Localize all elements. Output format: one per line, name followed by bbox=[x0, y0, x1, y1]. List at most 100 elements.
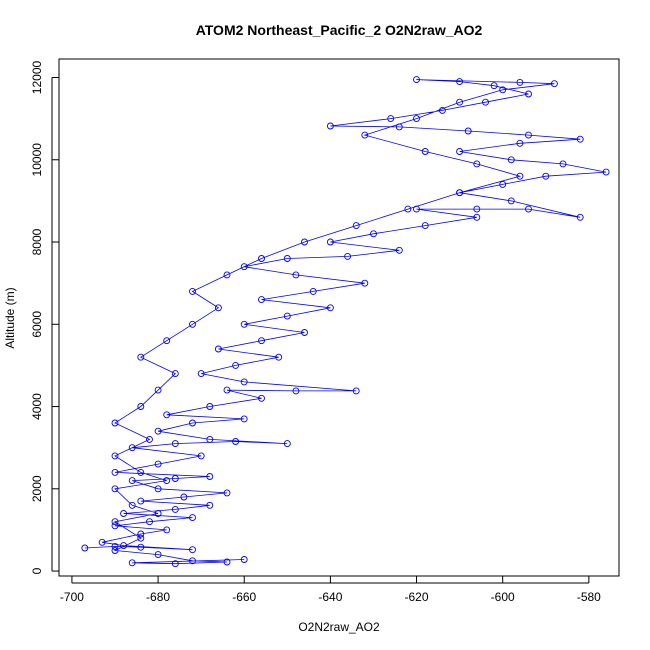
data-point bbox=[171, 440, 179, 448]
data-point bbox=[301, 329, 308, 336]
data-point bbox=[499, 86, 507, 94]
data-point bbox=[456, 148, 464, 155]
data-point bbox=[413, 205, 420, 213]
data-point bbox=[154, 485, 162, 493]
data-point bbox=[154, 460, 162, 468]
data-point bbox=[542, 172, 550, 180]
data-point bbox=[171, 505, 179, 513]
data-point bbox=[128, 477, 136, 485]
data-point bbox=[309, 287, 317, 295]
x-tick-label: -700 bbox=[60, 590, 84, 604]
data-point bbox=[456, 98, 464, 106]
data-point bbox=[525, 90, 532, 98]
data-point bbox=[473, 160, 481, 168]
y-tick-label: 2000 bbox=[30, 475, 44, 502]
series-line bbox=[84, 79, 607, 565]
y-tick-label: 0 bbox=[30, 567, 44, 574]
data-point bbox=[206, 473, 214, 480]
data-point bbox=[146, 518, 153, 526]
y-tick-label: 10000 bbox=[30, 143, 44, 177]
data-point bbox=[111, 485, 119, 493]
data-point bbox=[516, 139, 524, 147]
y-tick-label: 12000 bbox=[30, 61, 44, 95]
data-point bbox=[473, 213, 481, 221]
data-point bbox=[111, 452, 119, 460]
data-point bbox=[283, 440, 291, 448]
data-point bbox=[404, 205, 412, 213]
data-point bbox=[120, 542, 128, 550]
data-point bbox=[189, 557, 196, 565]
data-point bbox=[111, 522, 119, 530]
y-tick-label: 4000 bbox=[30, 393, 44, 420]
x-tick-label: -640 bbox=[318, 590, 342, 604]
data-point bbox=[111, 542, 119, 550]
data-point bbox=[258, 296, 265, 304]
data-point bbox=[602, 168, 610, 176]
data-point bbox=[163, 477, 171, 485]
plot-frame bbox=[58, 58, 620, 577]
y-tick-label: 8000 bbox=[30, 228, 44, 255]
data-point bbox=[456, 189, 464, 197]
data-point bbox=[111, 468, 119, 476]
data-point bbox=[154, 551, 162, 559]
data-point bbox=[326, 122, 334, 130]
data-point bbox=[206, 501, 214, 509]
data-point bbox=[525, 205, 532, 213]
data-point bbox=[137, 497, 145, 505]
data-point bbox=[344, 252, 352, 260]
data-point bbox=[258, 255, 265, 262]
data-point bbox=[214, 304, 222, 312]
data-point bbox=[223, 386, 231, 394]
x-tick-label: -600 bbox=[491, 590, 515, 604]
x-tick-label: -680 bbox=[146, 590, 170, 604]
data-point bbox=[137, 530, 145, 538]
data-point bbox=[111, 547, 119, 554]
data-point bbox=[301, 238, 308, 246]
data-point bbox=[387, 115, 395, 123]
data-point bbox=[128, 501, 136, 509]
data-point bbox=[137, 543, 145, 551]
x-tick-label: -620 bbox=[405, 590, 429, 604]
data-point bbox=[361, 131, 369, 139]
data-point bbox=[413, 76, 420, 84]
data-point bbox=[326, 304, 334, 312]
data-point bbox=[137, 353, 145, 361]
data-point bbox=[154, 510, 162, 517]
data-point bbox=[352, 222, 360, 230]
data-point bbox=[292, 387, 300, 395]
data-point bbox=[283, 312, 291, 320]
data-point bbox=[516, 78, 524, 86]
data-point bbox=[559, 160, 567, 168]
data-point bbox=[507, 156, 515, 164]
chart-title: ATOM2 Northeast_Pacific_2 O2N2raw_AO2 bbox=[196, 22, 483, 38]
data-point bbox=[189, 287, 196, 295]
x-tick-label: -580 bbox=[577, 590, 601, 604]
data-point bbox=[550, 80, 558, 88]
data-point bbox=[163, 337, 171, 345]
data-point bbox=[223, 489, 231, 497]
data-point bbox=[413, 115, 420, 123]
data-point bbox=[81, 544, 89, 552]
data-point bbox=[464, 127, 472, 135]
data-point bbox=[189, 514, 196, 522]
data-point bbox=[576, 213, 584, 221]
data-point bbox=[473, 205, 481, 213]
data-point bbox=[154, 386, 162, 394]
data-point bbox=[98, 538, 106, 546]
data-point bbox=[258, 394, 265, 402]
data-point bbox=[438, 106, 446, 114]
data-point bbox=[240, 378, 248, 386]
data-point bbox=[120, 510, 128, 517]
data-point bbox=[206, 403, 214, 410]
data-point bbox=[525, 131, 532, 139]
data-point bbox=[189, 419, 196, 427]
data-point bbox=[507, 197, 515, 205]
data-point bbox=[240, 320, 248, 328]
data-point bbox=[482, 98, 489, 106]
data-point bbox=[128, 559, 136, 567]
data-point bbox=[395, 246, 403, 254]
x-tick-label: -660 bbox=[232, 590, 256, 604]
data-point bbox=[137, 468, 145, 476]
data-point bbox=[171, 475, 179, 482]
data-point bbox=[154, 427, 162, 435]
